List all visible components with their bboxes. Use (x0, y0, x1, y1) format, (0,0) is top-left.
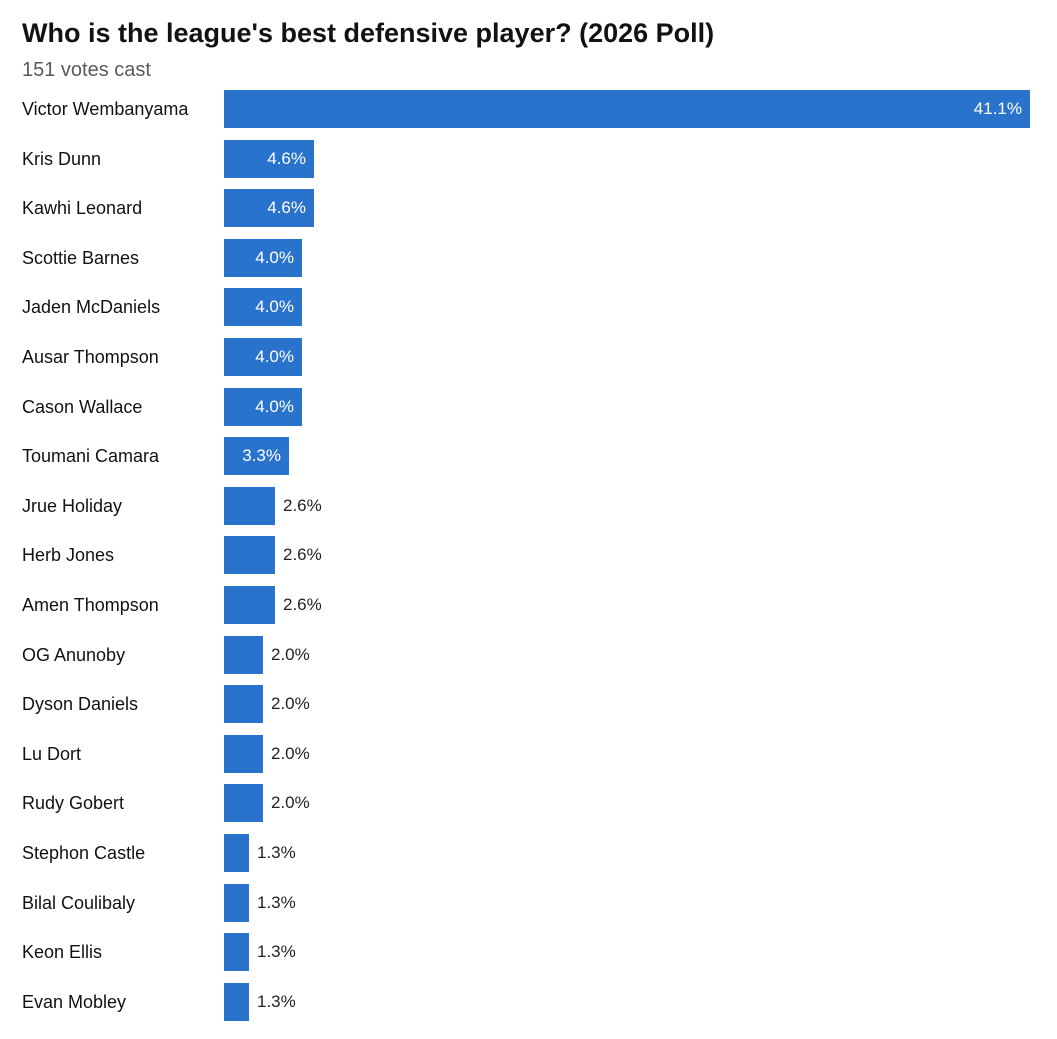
bar-row: Scottie Barnes 4.0% (0, 239, 1057, 277)
value-label: 4.6% (267, 149, 306, 168)
bar (224, 983, 249, 1021)
value-label: 1.3% (257, 992, 296, 1011)
bar-row: Amen Thompson 2.6% (0, 586, 1057, 624)
bar (224, 784, 263, 822)
category-label: Stephon Castle (22, 843, 146, 863)
bar (224, 884, 249, 922)
category-label: Scottie Barnes (22, 248, 140, 268)
bar (224, 338, 302, 376)
category-label: Kris Dunn (22, 149, 102, 169)
bar-row: Lu Dort 2.0% (0, 735, 1057, 773)
bar (224, 536, 275, 574)
bar (224, 288, 302, 326)
value-label: 41.1% (973, 99, 1022, 118)
chart-subtitle: 151 votes cast (22, 59, 151, 81)
bar (224, 239, 302, 277)
category-label: Amen Thompson (22, 595, 159, 615)
bar (224, 487, 275, 525)
value-label: 2.6% (283, 545, 322, 564)
bar-row: Evan Mobley 1.3% (0, 983, 1057, 1021)
bar-row: Jaden McDaniels 4.0% (0, 288, 1057, 326)
bar (224, 189, 314, 227)
category-label: Herb Jones (22, 545, 115, 565)
value-label: 2.6% (283, 595, 322, 614)
bar (224, 388, 302, 426)
bar (224, 90, 1030, 128)
category-label: Jaden McDaniels (22, 297, 161, 317)
value-label: 2.0% (271, 694, 310, 713)
bar-row: Ausar Thompson 4.0% (0, 338, 1057, 376)
category-label: Dyson Daniels (22, 694, 139, 714)
category-label: Cason Wallace (22, 397, 143, 417)
value-label: 1.3% (257, 942, 296, 961)
value-label: 2.0% (271, 645, 310, 664)
bar (224, 933, 249, 971)
category-label: Victor Wembanyama (22, 99, 189, 119)
bar-row: Jrue Holiday 2.6% (0, 487, 1057, 525)
category-label: Bilal Coulibaly (22, 893, 136, 913)
bar (224, 685, 263, 723)
value-label: 4.0% (255, 397, 294, 416)
value-label: 4.6% (267, 198, 306, 217)
value-label: 2.6% (283, 496, 322, 515)
bar-row: Kawhi Leonard 4.6% (0, 189, 1057, 227)
category-label: Keon Ellis (22, 942, 103, 962)
bar-row: Toumani Camara 3.3% (0, 437, 1057, 475)
bar (224, 735, 263, 773)
bar-row: Dyson Daniels 2.0% (0, 685, 1057, 723)
bar (224, 437, 289, 475)
value-label: 1.3% (257, 893, 296, 912)
category-label: Ausar Thompson (22, 347, 159, 367)
value-label: 1.3% (257, 843, 296, 862)
category-label: Toumani Camara (22, 446, 160, 466)
bar-row: Rudy Gobert 2.0% (0, 784, 1057, 822)
bar (224, 636, 263, 674)
value-label: 2.0% (271, 793, 310, 812)
value-label: 4.0% (255, 297, 294, 316)
category-label: Jrue Holiday (22, 496, 123, 516)
bar (224, 834, 249, 872)
bar-row: OG Anunoby 2.0% (0, 636, 1057, 674)
category-label: Evan Mobley (22, 992, 127, 1012)
bar-row: Keon Ellis 1.3% (0, 933, 1057, 971)
category-label: Kawhi Leonard (22, 198, 143, 218)
chart-title: Who is the league's best defensive playe… (22, 18, 715, 48)
category-label: OG Anunoby (22, 645, 126, 665)
bar (224, 140, 314, 178)
bar-row: Kris Dunn 4.6% (0, 140, 1057, 178)
value-label: 4.0% (255, 347, 294, 366)
bar-row: Bilal Coulibaly 1.3% (0, 884, 1057, 922)
category-label: Lu Dort (22, 744, 82, 764)
bar-row: Herb Jones 2.6% (0, 536, 1057, 574)
bar-row: Stephon Castle 1.3% (0, 834, 1057, 872)
bar (224, 586, 275, 624)
value-label: 2.0% (271, 744, 310, 763)
value-label: 3.3% (242, 446, 281, 465)
value-label: 4.0% (255, 248, 294, 267)
bar-row: Cason Wallace 4.0% (0, 388, 1057, 426)
bar-row: Victor Wembanyama 41.1% (0, 90, 1057, 128)
category-label: Rudy Gobert (22, 793, 125, 813)
